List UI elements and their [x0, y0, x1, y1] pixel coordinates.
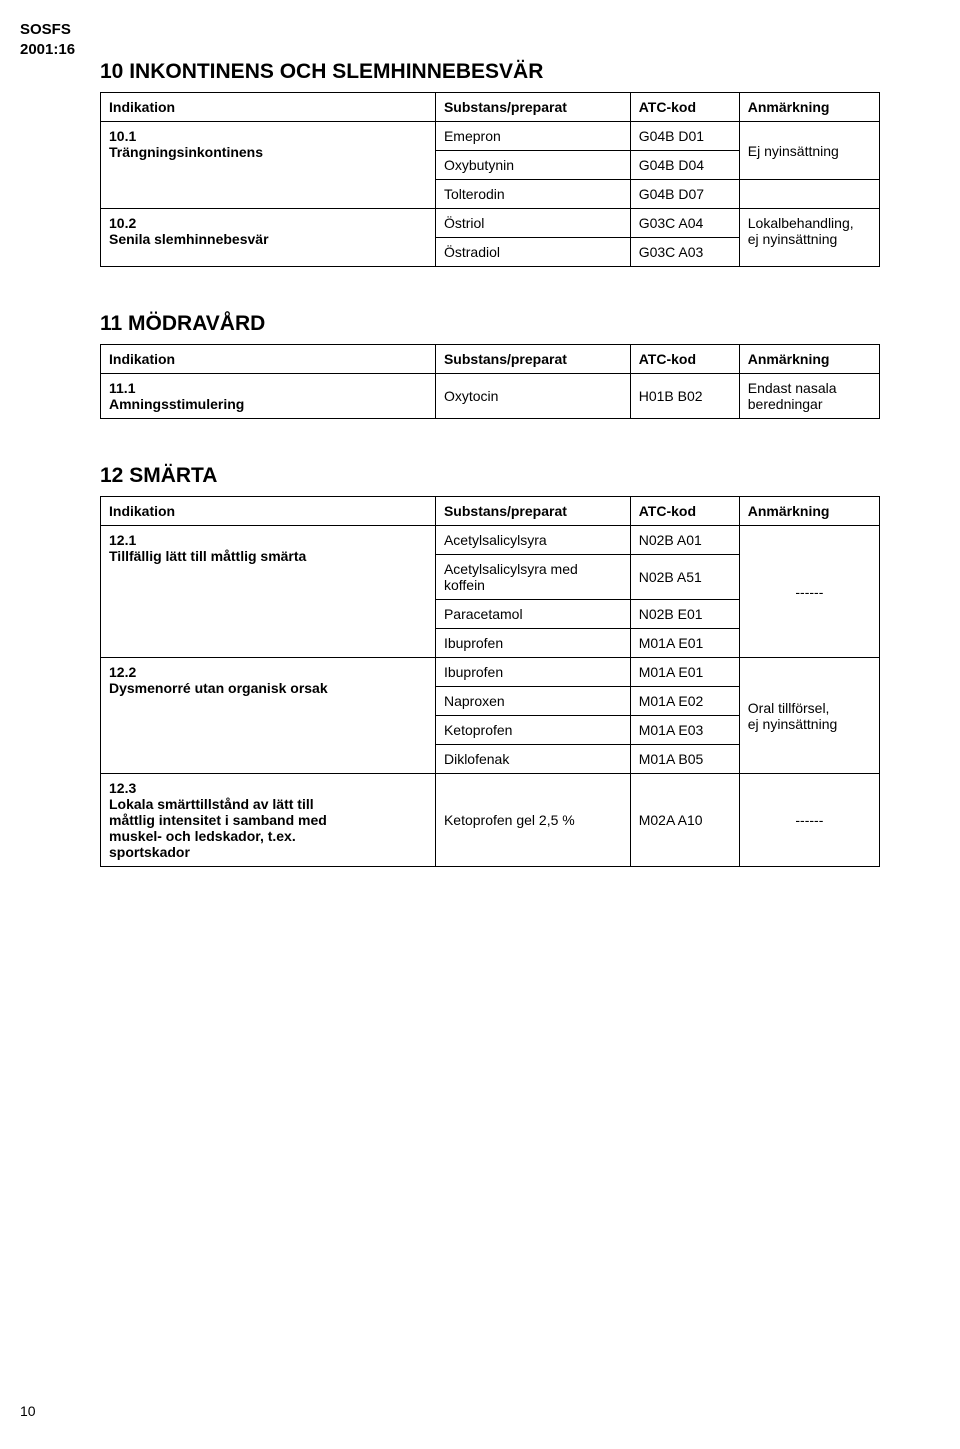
- atc-cell: N02B A01: [630, 526, 739, 555]
- section-10-title: 10 INKONTINENS OCH SLEMHINNEBESVÄR: [100, 60, 880, 84]
- col-header-indikation: Indikation: [101, 345, 436, 374]
- substance-cell: Ketoprofen: [435, 716, 630, 745]
- note-cell: Lokalbehandling, ej nyinsättning: [739, 209, 879, 267]
- atc-cell: G04B D07: [630, 180, 739, 209]
- indication-number: 12.1: [109, 532, 136, 548]
- indication-cell: 11.1 Amningsstimulering: [101, 374, 436, 419]
- indication-name-line: muskel- och ledskador, t.ex.: [109, 828, 296, 844]
- atc-cell: G03C A04: [630, 209, 739, 238]
- col-header-indikation: Indikation: [101, 497, 436, 526]
- atc-cell: M02A A10: [630, 774, 739, 867]
- indication-cell: 12.3 Lokala smärttillstånd av lätt till …: [101, 774, 436, 867]
- indication-cell: 12.1 Tillfällig lätt till måttlig smärta: [101, 526, 436, 658]
- substance-cell: Naproxen: [435, 687, 630, 716]
- note-cell: ------: [739, 526, 879, 658]
- table-row: 12.3 Lokala smärttillstånd av lätt till …: [101, 774, 880, 867]
- substance-cell: Diklofenak: [435, 745, 630, 774]
- document-id: SOSFS 2001:16: [20, 20, 75, 59]
- indication-number: 11.1: [109, 380, 135, 396]
- substance-cell: Ketoprofen gel 2,5 %: [435, 774, 630, 867]
- indication-name: Trängningsinkontinens: [109, 144, 263, 160]
- atc-cell: M01A E02: [630, 687, 739, 716]
- substance-cell: Paracetamol: [435, 600, 630, 629]
- table-row: 12.2 Dysmenorré utan organisk orsak Ibup…: [101, 658, 880, 687]
- table-header-row: Indikation Substans/preparat ATC-kod Anm…: [101, 345, 880, 374]
- section-10-table: Indikation Substans/preparat ATC-kod Anm…: [100, 92, 880, 267]
- indication-name: Dysmenorré utan organisk orsak: [109, 680, 328, 696]
- indication-number: 10.2: [109, 215, 136, 231]
- note-cell: Oral tillförsel, ej nyinsättning: [739, 658, 879, 774]
- col-header-anmarkning: Anmärkning: [739, 497, 879, 526]
- atc-cell: G04B D04: [630, 151, 739, 180]
- substance-cell: Östradiol: [435, 238, 630, 267]
- col-header-anmarkning: Anmärkning: [739, 345, 879, 374]
- substance-cell: Acetylsalicylsyra: [435, 526, 630, 555]
- substance-cell: Östriol: [435, 209, 630, 238]
- table-header-row: Indikation Substans/preparat ATC-kod Anm…: [101, 497, 880, 526]
- col-header-substans: Substans/preparat: [435, 345, 630, 374]
- substance-cell: Oxytocin: [435, 374, 630, 419]
- col-header-indikation: Indikation: [101, 93, 436, 122]
- atc-cell: M01A E03: [630, 716, 739, 745]
- section-11-table: Indikation Substans/preparat ATC-kod Anm…: [100, 344, 880, 419]
- section-11-title: 11 MÖDRAVÅRD: [100, 312, 880, 336]
- substance-cell: Emepron: [435, 122, 630, 151]
- atc-cell: H01B B02: [630, 374, 739, 419]
- indication-number: 10.1: [109, 128, 136, 144]
- indication-name: Tillfällig lätt till måttlig smärta: [109, 548, 306, 564]
- section-12-table: Indikation Substans/preparat ATC-kod Anm…: [100, 496, 880, 867]
- note-cell: ------: [739, 774, 879, 867]
- col-header-atckod: ATC-kod: [630, 93, 739, 122]
- note-cell: Ej nyinsättning: [739, 122, 879, 180]
- substance-cell: Ibuprofen: [435, 629, 630, 658]
- atc-cell: G04B D01: [630, 122, 739, 151]
- indication-cell: 12.2 Dysmenorré utan organisk orsak: [101, 658, 436, 774]
- section-12-title: 12 SMÄRTA: [100, 464, 880, 488]
- atc-cell: G03C A03: [630, 238, 739, 267]
- indication-name: Senila slemhinnebesvär: [109, 231, 269, 247]
- col-header-anmarkning: Anmärkning: [739, 93, 879, 122]
- col-header-substans: Substans/preparat: [435, 93, 630, 122]
- atc-cell: N02B E01: [630, 600, 739, 629]
- indication-cell: 10.2 Senila slemhinnebesvär: [101, 209, 436, 267]
- indication-name-line: Lokala smärttillstånd av lätt till: [109, 796, 314, 812]
- doc-id-line2: 2001:16: [20, 41, 75, 58]
- atc-cell: M01A E01: [630, 629, 739, 658]
- atc-cell: M01A B05: [630, 745, 739, 774]
- atc-cell: N02B A51: [630, 555, 739, 600]
- doc-id-line1: SOSFS: [20, 21, 71, 38]
- substance-cell: Oxybutynin: [435, 151, 630, 180]
- table-row: 10.2 Senila slemhinnebesvär Östriol G03C…: [101, 209, 880, 238]
- table-row: 10.1 Trängningsinkontinens Emepron G04B …: [101, 122, 880, 151]
- indication-number: 12.2: [109, 664, 136, 680]
- indication-number: 12.3: [109, 780, 136, 796]
- substance-cell: Acetylsalicylsyra med koffein: [435, 555, 630, 600]
- indication-name: Amningsstimulering: [109, 396, 244, 412]
- page: SOSFS 2001:16 10 INKONTINENS OCH SLEMHIN…: [0, 0, 960, 1449]
- substance-cell: Tolterodin: [435, 180, 630, 209]
- substance-cell: Ibuprofen: [435, 658, 630, 687]
- col-header-atckod: ATC-kod: [630, 345, 739, 374]
- col-header-atckod: ATC-kod: [630, 497, 739, 526]
- col-header-substans: Substans/preparat: [435, 497, 630, 526]
- atc-cell: M01A E01: [630, 658, 739, 687]
- indication-cell: 10.1 Trängningsinkontinens: [101, 122, 436, 209]
- table-header-row: Indikation Substans/preparat ATC-kod Anm…: [101, 93, 880, 122]
- table-row: 12.1 Tillfällig lätt till måttlig smärta…: [101, 526, 880, 555]
- table-row: 11.1 Amningsstimulering Oxytocin H01B B0…: [101, 374, 880, 419]
- note-cell: Endast nasala beredningar: [739, 374, 879, 419]
- page-number: 10: [20, 1403, 36, 1419]
- indication-name-line: måttlig intensitet i samband med: [109, 812, 327, 828]
- note-cell: [739, 180, 879, 209]
- indication-name-line: sportskador: [109, 844, 190, 860]
